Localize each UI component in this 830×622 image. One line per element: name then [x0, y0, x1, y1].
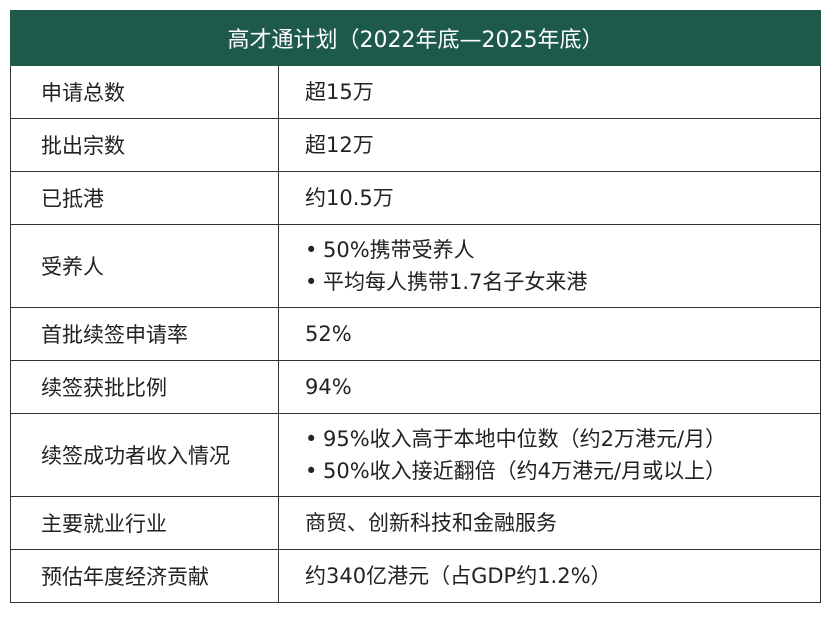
row-value: 超15万: [277, 65, 822, 119]
table-row: 受养人 • 50%携带受养人 • 平均每人携带1.7名子女来港: [10, 224, 822, 308]
row-label: 受养人: [10, 224, 279, 308]
value-text: 约340亿港元（占GDP约1.2%）: [305, 564, 612, 588]
value-text: 约10.5万: [305, 186, 394, 210]
row-label: 首批续签申请率: [10, 307, 279, 361]
value-text: 商贸、创新科技和金融服务: [305, 511, 557, 535]
value-line: 52%: [305, 318, 820, 350]
row-value: 52%: [277, 307, 822, 361]
row-label: 申请总数: [10, 65, 279, 119]
table-body: 申请总数 超15万 批出宗数 超12万 已抵港 约10.5万 受养人 • 50%携带受养人 • 平均…: [10, 65, 822, 603]
value-text: 95%收入高于本地中位数（约2万港元/月）: [323, 427, 727, 451]
table-row: 续签获批比例 94%: [10, 360, 822, 414]
row-label: 续签获批比例: [10, 360, 279, 414]
row-value: 94%: [277, 360, 822, 414]
header-row: 高才通计划（2022年底—2025年底）: [9, 10, 822, 66]
row-value: 约10.5万: [277, 171, 822, 225]
value-text: 超12万: [305, 133, 374, 157]
table-title: 高才通计划（2022年底—2025年底）: [9, 10, 822, 66]
value-line: 超12万: [305, 129, 820, 161]
value-line: 商贸、创新科技和金融服务: [305, 507, 820, 539]
value-line: 94%: [305, 371, 820, 403]
row-value: 约340亿港元（占GDP约1.2%）: [277, 549, 822, 603]
table-row: 批出宗数 超12万: [10, 118, 822, 172]
table-row: 预估年度经济贡献 约340亿港元（占GDP约1.2%）: [10, 549, 822, 603]
row-value: • 95%收入高于本地中位数（约2万港元/月） • 50%收入接近翻倍（约4万港元/月…: [277, 413, 822, 497]
bullet: •: [305, 427, 318, 451]
value-line: • 50%携带受养人: [305, 234, 820, 266]
value-line: 超15万: [305, 76, 820, 108]
row-label: 主要就业行业: [10, 496, 279, 550]
row-value: 超12万: [277, 118, 822, 172]
value-text: 超15万: [305, 80, 374, 104]
table-container: 高才通计划（2022年底—2025年底） 申请总数 超15万批出宗数 超12万已抵港…: [9, 10, 822, 603]
value-line: • 50%收入接近翻倍（约4万港元/月或以上）: [305, 455, 820, 487]
row-label: 预估年度经济贡献: [10, 549, 279, 603]
table-row: 首批续签申请率 52%: [10, 307, 822, 361]
bullet: •: [305, 459, 318, 483]
bullet: •: [305, 238, 318, 262]
table-row: 已抵港 约10.5万: [10, 171, 822, 225]
table: 高才通计划（2022年底—2025年底） 申请总数 超15万批出宗数 超12万已抵港…: [9, 10, 822, 603]
row-label: 已抵港: [10, 171, 279, 225]
row-value: • 50%携带受养人 • 平均每人携带1.7名子女来港: [277, 224, 822, 308]
value-text: 平均每人携带1.7名子女来港: [323, 270, 588, 294]
value-text: 50%携带受养人: [323, 238, 475, 262]
table-row: 续签成功者收入情况 • 95%收入高于本地中位数（约2万港元/月） • 50%收入接近翻…: [10, 413, 822, 497]
value-text: 94%: [305, 375, 352, 399]
value-line: 约340亿港元（占GDP约1.2%）: [305, 560, 820, 592]
table-row: 主要就业行业 商贸、创新科技和金融服务: [10, 496, 822, 550]
value-line: • 平均每人携带1.7名子女来港: [305, 266, 820, 298]
bullet: •: [305, 270, 318, 294]
row-value: 商贸、创新科技和金融服务: [277, 496, 822, 550]
value-line: 约10.5万: [305, 182, 820, 214]
value-text: 52%: [305, 322, 352, 346]
value-text: 50%收入接近翻倍（约4万港元/月或以上）: [323, 459, 727, 483]
row-label: 续签成功者收入情况: [10, 413, 279, 497]
table-row: 申请总数 超15万: [10, 65, 822, 119]
value-line: • 95%收入高于本地中位数（约2万港元/月）: [305, 423, 820, 455]
row-label: 批出宗数: [10, 118, 279, 172]
